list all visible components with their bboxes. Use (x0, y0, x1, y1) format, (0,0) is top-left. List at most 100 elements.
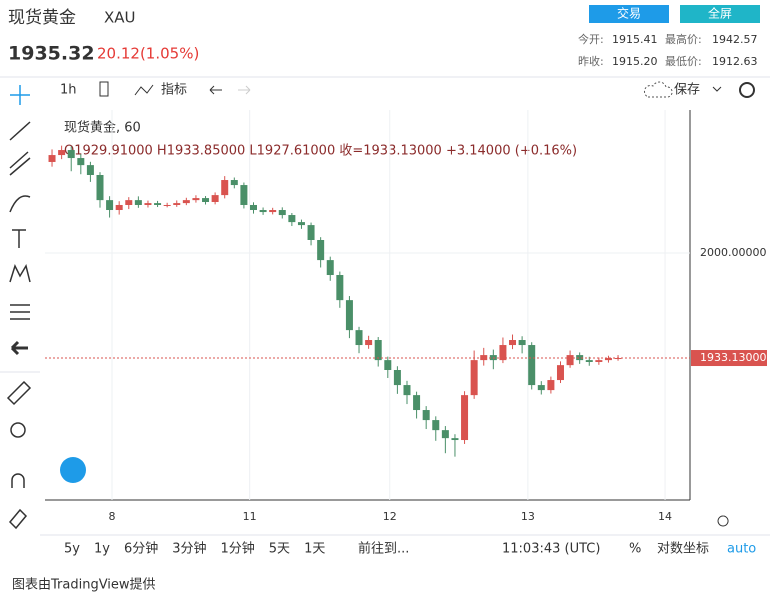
candle-body (192, 198, 200, 201)
candle-body (595, 360, 603, 362)
legend-title: 现货黄金, 60 (64, 120, 141, 136)
candle-body (480, 355, 488, 361)
x-tick-label: 13 (521, 510, 535, 523)
settings[interactable] (739, 82, 755, 98)
candle-body (106, 200, 114, 211)
range-button[interactable]: 5天 (269, 542, 290, 557)
lock-draw[interactable] (8, 508, 28, 530)
candle-body (221, 180, 229, 196)
candle-body (259, 210, 267, 213)
x-tick-label: 12 (383, 510, 397, 523)
range-button[interactable]: 1天 (304, 542, 325, 557)
btn-full[interactable] (680, 5, 760, 23)
last-price-box (691, 350, 767, 367)
change: 20.12(1.05%) (97, 45, 199, 63)
brush-tool[interactable] (9, 195, 31, 213)
candle-icon[interactable] (99, 81, 109, 97)
btn-full-label[interactable]: 全屏 (708, 6, 732, 21)
cloud[interactable] (643, 81, 673, 98)
candle-body (173, 203, 181, 205)
candle-body (134, 200, 142, 205)
channel-tool[interactable] (9, 151, 31, 176)
interval[interactable]: 1h (60, 83, 77, 98)
text-tool[interactable] (12, 229, 26, 248)
candle-body (461, 395, 469, 441)
candle-body (374, 340, 382, 361)
x-tick-label: 11 (243, 510, 257, 523)
time: 11:03:43 (UTC) (502, 542, 600, 557)
candle-body (269, 210, 277, 213)
candle-body (547, 380, 555, 391)
line-tool[interactable] (9, 121, 31, 141)
candle-body (355, 330, 363, 346)
candle-body (278, 210, 286, 216)
candle-body (96, 175, 104, 201)
candle-body (86, 165, 94, 175)
candle-body (288, 215, 296, 223)
ruler[interactable] (6, 380, 32, 406)
candle-body (413, 395, 421, 411)
candle-body (249, 204, 257, 211)
candle-body (403, 385, 411, 396)
candle-body (144, 203, 152, 205)
price: 1935.32 (8, 43, 95, 65)
y-tick-label: 2000.00000 (700, 246, 766, 259)
candle-body (297, 222, 305, 226)
range-button[interactable]: 1y (94, 542, 110, 557)
stat-value: 1915.41 (612, 33, 658, 46)
stat-label: 昨收: (578, 54, 604, 68)
stat-value: 1942.57 (712, 33, 758, 46)
candle-body (566, 355, 574, 366)
zoom[interactable] (10, 422, 26, 438)
save-menu[interactable] (712, 86, 722, 92)
range-button[interactable]: 5y (64, 542, 80, 557)
range-button[interactable]: 3分钟 (172, 541, 206, 557)
tv-logo[interactable] (60, 457, 86, 483)
stat-value: 1915.20 (612, 55, 658, 68)
candle-body (365, 340, 373, 346)
axis-settings[interactable] (717, 515, 729, 527)
candle-body (556, 365, 564, 381)
candle-body (182, 200, 190, 204)
btn-trade-label[interactable]: 交易 (617, 6, 641, 21)
back[interactable] (10, 340, 28, 356)
candle-body (393, 370, 401, 386)
candle-body (48, 155, 56, 162)
btn-trade[interactable] (589, 5, 669, 23)
log[interactable]: 对数坐标 (657, 542, 709, 557)
range-button[interactable]: 1分钟 (221, 541, 255, 557)
stat-label: 最低价: (665, 55, 702, 68)
indicators[interactable]: 指标 (161, 83, 187, 98)
candle-body (604, 358, 612, 361)
goto[interactable]: 前往到... (358, 541, 409, 557)
undo[interactable] (209, 85, 222, 95)
indicator-icon[interactable] (134, 84, 154, 96)
name: 现货黄金 (8, 8, 76, 28)
redo (238, 85, 251, 95)
candle-body (537, 385, 545, 391)
candle-body (317, 240, 325, 261)
pattern-tool[interactable] (9, 264, 31, 283)
candle-body (499, 345, 507, 361)
candle-body (432, 420, 440, 431)
candle-body (336, 275, 344, 301)
fib-tool[interactable] (10, 304, 30, 320)
magnet[interactable] (11, 473, 25, 488)
x-tick-label: 8 (108, 510, 115, 523)
candle-body (163, 204, 171, 206)
candle-body (451, 438, 459, 441)
candle-body (509, 340, 517, 346)
save[interactable]: 保存 (674, 83, 700, 98)
candle-body (202, 198, 210, 203)
candle-body (576, 355, 584, 361)
stat-label: 今开: (578, 32, 604, 46)
candle-body (230, 180, 238, 186)
cross-tool[interactable] (10, 85, 30, 105)
auto[interactable]: auto (727, 542, 756, 557)
candle-body (125, 200, 133, 205)
candle-body (154, 203, 162, 205)
range-button[interactable]: 6分钟 (124, 541, 158, 557)
candle-body (67, 150, 75, 159)
percent[interactable]: % (629, 542, 641, 557)
